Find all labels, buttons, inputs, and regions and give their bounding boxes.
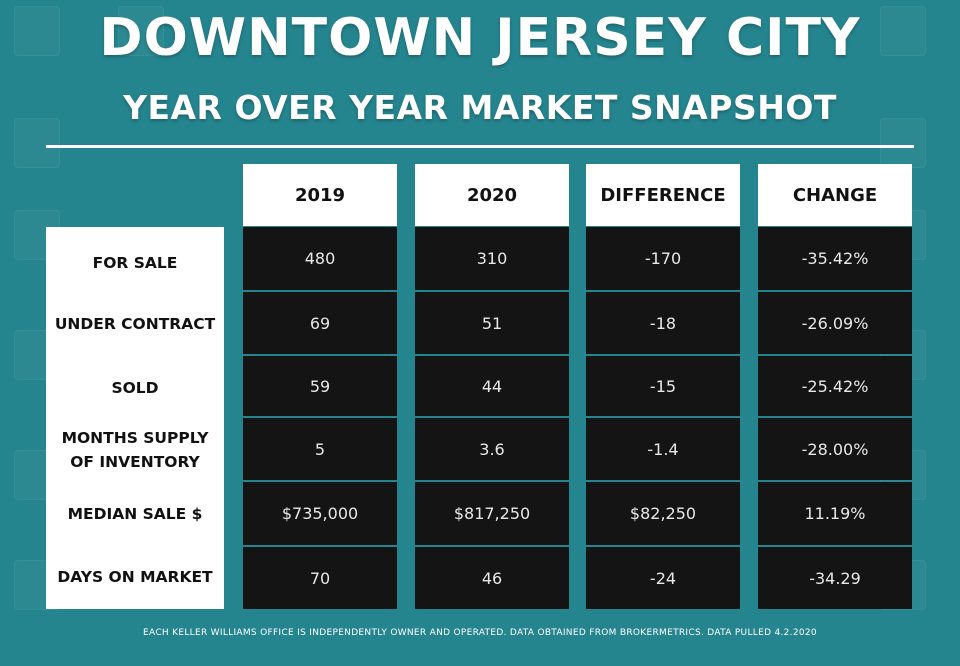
column-header: 2020	[415, 164, 569, 226]
column-header: 2019	[243, 164, 397, 226]
page-title: DOWNTOWN JERSEY CITY	[99, 8, 861, 68]
column-change: CHANGE -35.42% -26.09% -25.42% -28.00% 1…	[758, 164, 912, 609]
table-cell: -18	[586, 292, 740, 354]
row-label-days-on-market: DAYS ON MARKET	[57, 568, 213, 586]
table-cell: $817,250	[415, 482, 569, 545]
footer-disclaimer: EACH KELLER WILLIAMS OFFICE IS INDEPENDE…	[143, 628, 817, 638]
table-cell: 11.19%	[758, 482, 912, 545]
table-cell: 69	[243, 292, 397, 354]
row-label-months-supply: MONTHS SUPPLY OF INVENTORY	[61, 429, 209, 471]
table-cell: -35.42%	[758, 227, 912, 290]
table-cell: -34.29	[758, 547, 912, 609]
table-cell: -26.09%	[758, 292, 912, 354]
table-cell: 480	[243, 227, 397, 290]
table-cell: 70	[243, 547, 397, 609]
table-cell: 46	[415, 547, 569, 609]
table-cell: 5	[243, 418, 397, 480]
table-cell: -170	[586, 227, 740, 290]
row-label-sold: SOLD	[111, 379, 159, 397]
table-cell: 310	[415, 227, 569, 290]
row-label-under-contract: UNDER CONTRACT	[54, 315, 216, 333]
title-divider	[46, 145, 914, 148]
column-header: CHANGE	[758, 164, 912, 226]
column-2019: 2019 480 69 59 5 $735,000 70	[243, 164, 397, 609]
table-cell: -28.00%	[758, 418, 912, 480]
column-difference: DIFFERENCE -170 -18 -15 -1.4 $82,250 -24	[586, 164, 740, 609]
table-cell: 59	[243, 356, 397, 416]
column-2020: 2020 310 51 44 3.6 $817,250 46	[415, 164, 569, 609]
row-label-median-sale: MEDIAN SALE $	[67, 505, 203, 523]
table-cell: -25.42%	[758, 356, 912, 416]
table-cell: -1.4	[586, 418, 740, 480]
page-subtitle: YEAR OVER YEAR MARKET SNAPSHOT	[123, 88, 837, 127]
table-cell: -15	[586, 356, 740, 416]
table-cell: $735,000	[243, 482, 397, 545]
row-label-for-sale: FOR SALE	[92, 254, 178, 272]
table-cell: 44	[415, 356, 569, 416]
row-labels-panel: FOR SALE UNDER CONTRACT SOLD MONTHS SUPP…	[46, 227, 224, 609]
table-cell: $82,250	[586, 482, 740, 545]
table-cell: 51	[415, 292, 569, 354]
column-header: DIFFERENCE	[586, 164, 740, 226]
table-cell: -24	[586, 547, 740, 609]
table-cell: 3.6	[415, 418, 569, 480]
